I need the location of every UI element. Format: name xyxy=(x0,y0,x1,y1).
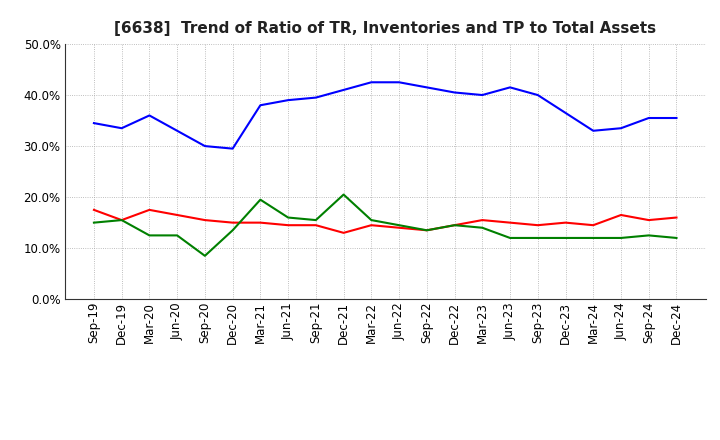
Trade Payables xyxy=(644,233,653,238)
Trade Receivables xyxy=(256,220,265,225)
Trade Payables xyxy=(616,235,625,241)
Trade Payables xyxy=(672,235,681,241)
Inventories xyxy=(367,80,376,85)
Trade Receivables xyxy=(644,217,653,223)
Trade Payables xyxy=(534,235,542,241)
Inventories xyxy=(395,80,403,85)
Trade Receivables xyxy=(145,207,154,213)
Inventories xyxy=(644,115,653,121)
Trade Receivables xyxy=(672,215,681,220)
Inventories xyxy=(616,125,625,131)
Line: Trade Payables: Trade Payables xyxy=(94,194,677,256)
Inventories xyxy=(89,121,98,126)
Inventories xyxy=(201,143,210,149)
Trade Payables xyxy=(89,220,98,225)
Trade Receivables xyxy=(228,220,237,225)
Trade Receivables xyxy=(89,207,98,213)
Trade Payables xyxy=(117,217,126,223)
Trade Payables xyxy=(145,233,154,238)
Trade Receivables xyxy=(450,223,459,228)
Trade Receivables xyxy=(534,223,542,228)
Inventories xyxy=(312,95,320,100)
Trade Payables xyxy=(450,223,459,228)
Inventories xyxy=(256,103,265,108)
Inventories xyxy=(173,128,181,133)
Inventories xyxy=(228,146,237,151)
Trade Receivables xyxy=(367,223,376,228)
Trade Receivables xyxy=(505,220,514,225)
Inventories xyxy=(672,115,681,121)
Trade Payables xyxy=(173,233,181,238)
Trade Payables xyxy=(284,215,292,220)
Inventories xyxy=(117,125,126,131)
Trade Payables xyxy=(256,197,265,202)
Inventories xyxy=(589,128,598,133)
Line: Inventories: Inventories xyxy=(94,82,677,149)
Inventories xyxy=(478,92,487,98)
Trade Receivables xyxy=(284,223,292,228)
Inventories xyxy=(534,92,542,98)
Inventories xyxy=(284,98,292,103)
Trade Receivables xyxy=(616,213,625,218)
Trade Payables xyxy=(312,217,320,223)
Trade Payables xyxy=(561,235,570,241)
Trade Receivables xyxy=(201,217,210,223)
Trade Receivables xyxy=(173,213,181,218)
Inventories xyxy=(145,113,154,118)
Trade Receivables xyxy=(589,223,598,228)
Inventories xyxy=(423,85,431,90)
Inventories xyxy=(339,87,348,92)
Trade Payables xyxy=(505,235,514,241)
Inventories xyxy=(505,85,514,90)
Inventories xyxy=(450,90,459,95)
Title: [6638]  Trend of Ratio of TR, Inventories and TP to Total Assets: [6638] Trend of Ratio of TR, Inventories… xyxy=(114,21,656,36)
Trade Receivables xyxy=(395,225,403,231)
Trade Payables xyxy=(228,227,237,233)
Trade Payables xyxy=(395,223,403,228)
Trade Payables xyxy=(478,225,487,231)
Trade Receivables xyxy=(478,217,487,223)
Trade Payables xyxy=(367,217,376,223)
Trade Payables xyxy=(339,192,348,197)
Trade Receivables xyxy=(423,227,431,233)
Trade Payables xyxy=(201,253,210,258)
Trade Receivables xyxy=(339,230,348,235)
Trade Receivables xyxy=(312,223,320,228)
Trade Receivables xyxy=(561,220,570,225)
Trade Payables xyxy=(423,227,431,233)
Trade Receivables xyxy=(117,217,126,223)
Line: Trade Receivables: Trade Receivables xyxy=(94,210,677,233)
Inventories xyxy=(561,110,570,116)
Legend: Trade Receivables, Inventories, Trade Payables: Trade Receivables, Inventories, Trade Pa… xyxy=(170,438,600,440)
Trade Payables xyxy=(589,235,598,241)
